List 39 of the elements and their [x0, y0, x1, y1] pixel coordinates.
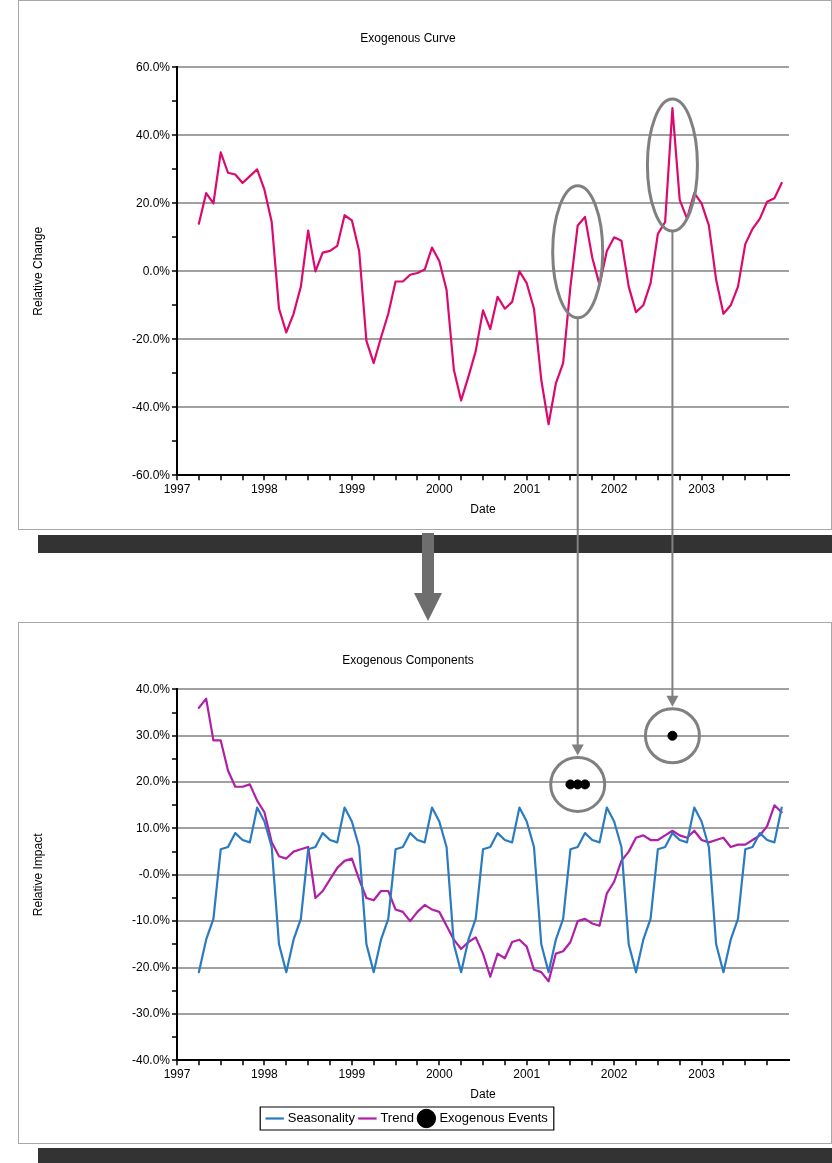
- x-tick-label: 1998: [251, 1066, 279, 1081]
- y-tick-label: -0.0%: [138, 867, 171, 882]
- chart-title: Exogenous Components: [342, 652, 474, 667]
- y-tick-label: -60.0%: [131, 467, 171, 482]
- x-tick-label: 2002: [600, 1066, 628, 1081]
- y-tick-label: -20.0%: [131, 959, 171, 974]
- x-tick-label: 2001: [513, 1066, 541, 1081]
- x-axis-title: Date: [470, 502, 496, 517]
- x-tick-label: 1999: [338, 1066, 366, 1081]
- x-tick-label: 1998: [251, 481, 279, 496]
- x-tick-label: 1999: [338, 481, 366, 496]
- y-tick-label: -20.0%: [131, 331, 171, 346]
- chart-title: Exogenous Curve: [360, 30, 457, 45]
- y-tick-label: -10.0%: [131, 913, 171, 928]
- x-tick-label: 2001: [513, 481, 541, 496]
- y-tick-label: 0.0%: [142, 263, 171, 278]
- y-tick-label: -30.0%: [131, 1006, 171, 1021]
- y-tick-label: -40.0%: [131, 399, 171, 414]
- x-tick-label: 2000: [425, 1066, 453, 1081]
- legend-label: Trend: [380, 1110, 414, 1126]
- x-tick-label: 2003: [688, 481, 716, 496]
- x-tick-label: 1997: [163, 1066, 191, 1081]
- legend-label: Seasonality: [287, 1110, 356, 1126]
- x-tick-label: 2000: [425, 481, 453, 496]
- x-tick-label: 2003: [688, 1066, 716, 1081]
- x-tick-label: 2002: [600, 481, 628, 496]
- y-axis-title: Relative Impact: [30, 832, 45, 917]
- x-tick-label: 1997: [163, 481, 191, 496]
- legend-label: Exogenous Events: [439, 1110, 549, 1126]
- y-tick-label: 60.0%: [135, 59, 171, 74]
- y-tick-label: 20.0%: [135, 195, 171, 210]
- x-axis-title: Date: [470, 1087, 496, 1102]
- y-tick-label: 30.0%: [135, 728, 171, 743]
- y-tick-label: 20.0%: [135, 774, 171, 789]
- y-tick-label: 40.0%: [135, 681, 171, 696]
- y-tick-label: -40.0%: [131, 1052, 171, 1067]
- y-tick-label: 40.0%: [135, 127, 171, 142]
- y-axis-title: Relative Change: [30, 226, 45, 316]
- y-tick-label: 10.0%: [135, 820, 171, 835]
